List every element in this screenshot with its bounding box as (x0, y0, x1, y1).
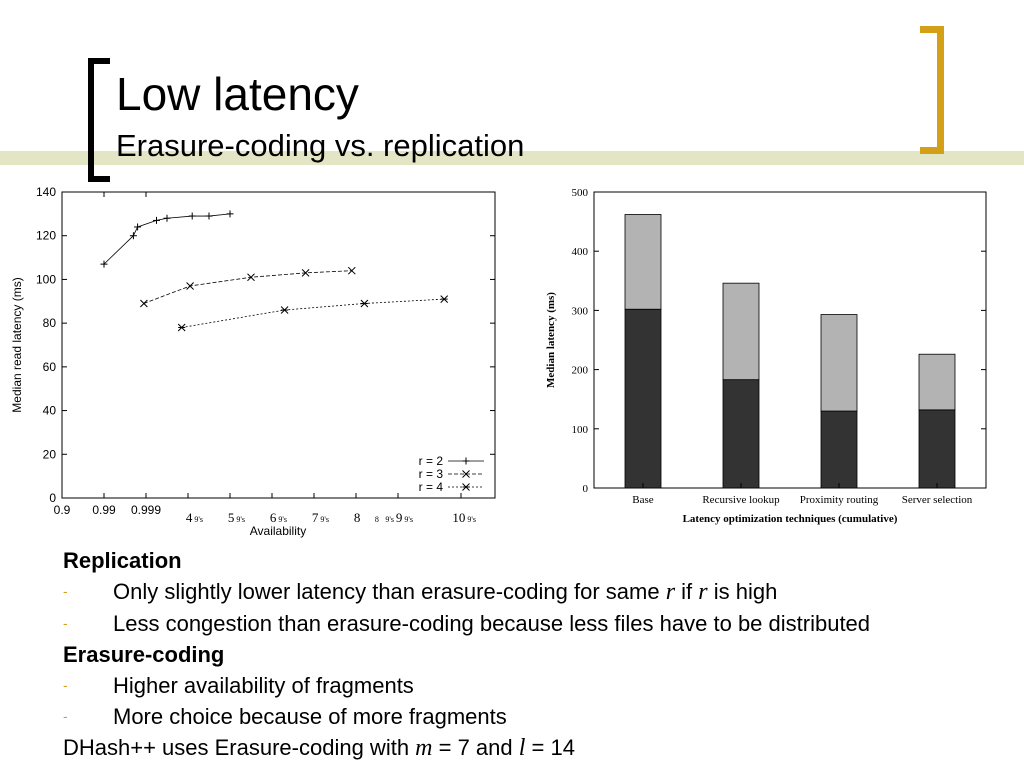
y-tick-label: 100 (36, 272, 56, 286)
x-tick-suffix: 9's (194, 515, 203, 524)
series-3 (140, 266, 356, 308)
x-tick-label: 7 (312, 510, 319, 525)
bullet-dash: - (63, 708, 68, 724)
bullet-dash: - (63, 677, 68, 693)
bar-upper-segment (722, 282, 760, 381)
bar-lower-segment (624, 308, 662, 489)
x-tick-label: 0.9 (54, 503, 71, 517)
bullet-dash: - (63, 583, 68, 599)
cross-marker (301, 269, 310, 277)
statement-text: = 7 and (432, 735, 519, 760)
list-item: - Less congestion than erasure-coding be… (63, 608, 1013, 639)
y-tick-label: 500 (572, 187, 589, 199)
dhash-statement: DHash++ uses Erasure-coding with m = 7 a… (63, 732, 1013, 764)
x-tick-label: 0.99 (92, 503, 116, 517)
plot-frame (593, 191, 987, 489)
slide-title: Low latency (116, 68, 359, 120)
erasure-coding-heading: Erasure-coding (63, 642, 225, 667)
x-tick-label: 5 (228, 510, 235, 525)
list-item: - More choice because of more fragments (63, 701, 1013, 732)
x-tick-label: 0.999 (131, 503, 161, 517)
right-bracket-decoration (920, 26, 944, 154)
bullet-dash: - (63, 615, 68, 631)
variable-l: l (518, 735, 526, 761)
decorative-band (0, 151, 1024, 165)
series-2 (100, 210, 234, 268)
x-tick-label: 4 (186, 510, 193, 525)
y-tick-label: 0 (49, 491, 56, 505)
series-4 (177, 295, 449, 332)
bar-upper-segment (918, 353, 956, 411)
bar-upper-segment (624, 214, 662, 310)
x-tick-label: 9 (396, 510, 403, 525)
x-tick-suffix: 9's (236, 515, 245, 524)
variable-r: r (698, 579, 708, 605)
bullet-list: Replication - Only slightly lower latenc… (63, 545, 1013, 764)
latency-optimization-bar-chart: 0 100 200 300 400 500 Base Recursive lookup Pro… (540, 180, 990, 535)
statement-text: DHash++ uses Erasure-coding with (63, 735, 416, 760)
bar-lower-segment (722, 379, 760, 489)
legend-label: r = 4 (419, 480, 444, 494)
latency-vs-availability-chart: 0 20 40 60 80 100 120 140 0.9 0.99 0.999 4 9's 5 9's 6… (8, 185, 508, 546)
y-tick-label: 300 (572, 305, 589, 317)
cross-marker (247, 273, 255, 282)
x-tick-label: Base (632, 494, 654, 506)
y-tick-label: 80 (43, 316, 57, 330)
x-tick-label: 10 (452, 510, 465, 525)
y-tick-label: 400 (572, 246, 589, 258)
y-tick-label: 0 (583, 483, 589, 495)
x-axis-label: Latency optimization techniques (cumulat… (683, 513, 898, 525)
y-axis-label: Median latency (ms) (545, 292, 557, 388)
y-tick-label: 40 (43, 404, 57, 418)
legend-label: r = 2 (419, 454, 444, 468)
series-line (143, 270, 352, 304)
list-item: - Higher availability of fragments (63, 670, 1013, 701)
x-tick-suffix: 9's (385, 515, 394, 524)
list-item-text: Higher availability of fragments (113, 673, 414, 698)
variable-r: r (665, 579, 676, 605)
bar-lower-segment (918, 409, 956, 489)
list-item-text: More choice because of more fragments (113, 704, 507, 729)
x-axis-label: Availability (250, 524, 306, 538)
list-item-text: Less congestion than erasure-coding beca… (113, 611, 871, 636)
y-tick-label: 20 (43, 447, 57, 461)
replication-heading: Replication (63, 548, 182, 573)
x-tick-label: Server selection (902, 494, 973, 506)
list-item-text: if (675, 579, 699, 604)
bar-upper-segment (820, 314, 858, 412)
cross-marker (347, 266, 356, 275)
y-tick-label: 140 (36, 186, 56, 199)
legend-label: r = 3 (419, 467, 444, 481)
series-line (181, 298, 445, 328)
statement-text: = 14 (525, 735, 575, 760)
x-tick-label: 8 (354, 510, 361, 525)
y-tick-label: 120 (36, 229, 56, 243)
x-tick-suffix: 9's (404, 515, 413, 524)
cross-marker (140, 299, 148, 308)
y-tick-label: 100 (572, 424, 589, 436)
x-tick-suffix: 9's (320, 515, 329, 524)
x-tick-suffix: 9's (467, 515, 476, 524)
variable-m: m (415, 735, 433, 761)
cross-marker (186, 282, 194, 290)
x-tick-label: Recursive lookup (702, 494, 780, 506)
y-tick-label: 60 (43, 360, 57, 374)
list-item-text: is high (707, 579, 778, 604)
y-tick-label: 200 (572, 365, 589, 377)
plot-frame (61, 191, 496, 499)
list-item: - Only slightly lower latency than erasu… (63, 576, 1013, 608)
left-bracket-decoration (88, 58, 110, 182)
x-tick-suffix: 9's (278, 515, 287, 524)
list-item-text: Only slightly lower latency than erasure… (113, 579, 666, 604)
bar-lower-segment (820, 410, 858, 489)
slide-subtitle: Erasure-coding vs. replication (116, 128, 525, 163)
x-tick-label: 8 (375, 515, 379, 524)
x-tick-label: 6 (270, 510, 277, 525)
x-tick-label: Proximity routing (800, 494, 879, 506)
y-axis-label: Median read latency (ms) (10, 277, 24, 412)
cross-marker (462, 470, 470, 478)
